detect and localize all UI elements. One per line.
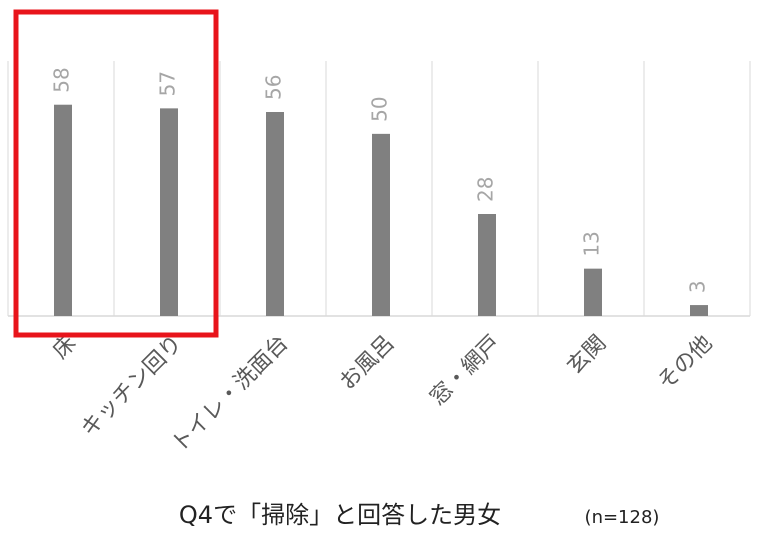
bar: [584, 268, 602, 316]
bar: [478, 214, 496, 316]
data-label: 57: [156, 71, 180, 96]
data-label: 13: [580, 231, 604, 256]
data-label: 28: [474, 177, 498, 202]
data-label: 58: [50, 67, 74, 92]
data-label: 3: [686, 280, 710, 293]
data-label: 56: [262, 75, 286, 100]
chart-subtitle: (n=128): [585, 507, 660, 528]
chart-title: Q4で「掃除」と回答した男女: [179, 501, 501, 529]
highlight-box: [13, 9, 219, 338]
bar: [372, 133, 390, 316]
bar: [266, 112, 284, 316]
bar: [690, 305, 708, 316]
data-label: 50: [368, 96, 392, 121]
bar: [160, 108, 178, 316]
bar: [54, 104, 72, 316]
